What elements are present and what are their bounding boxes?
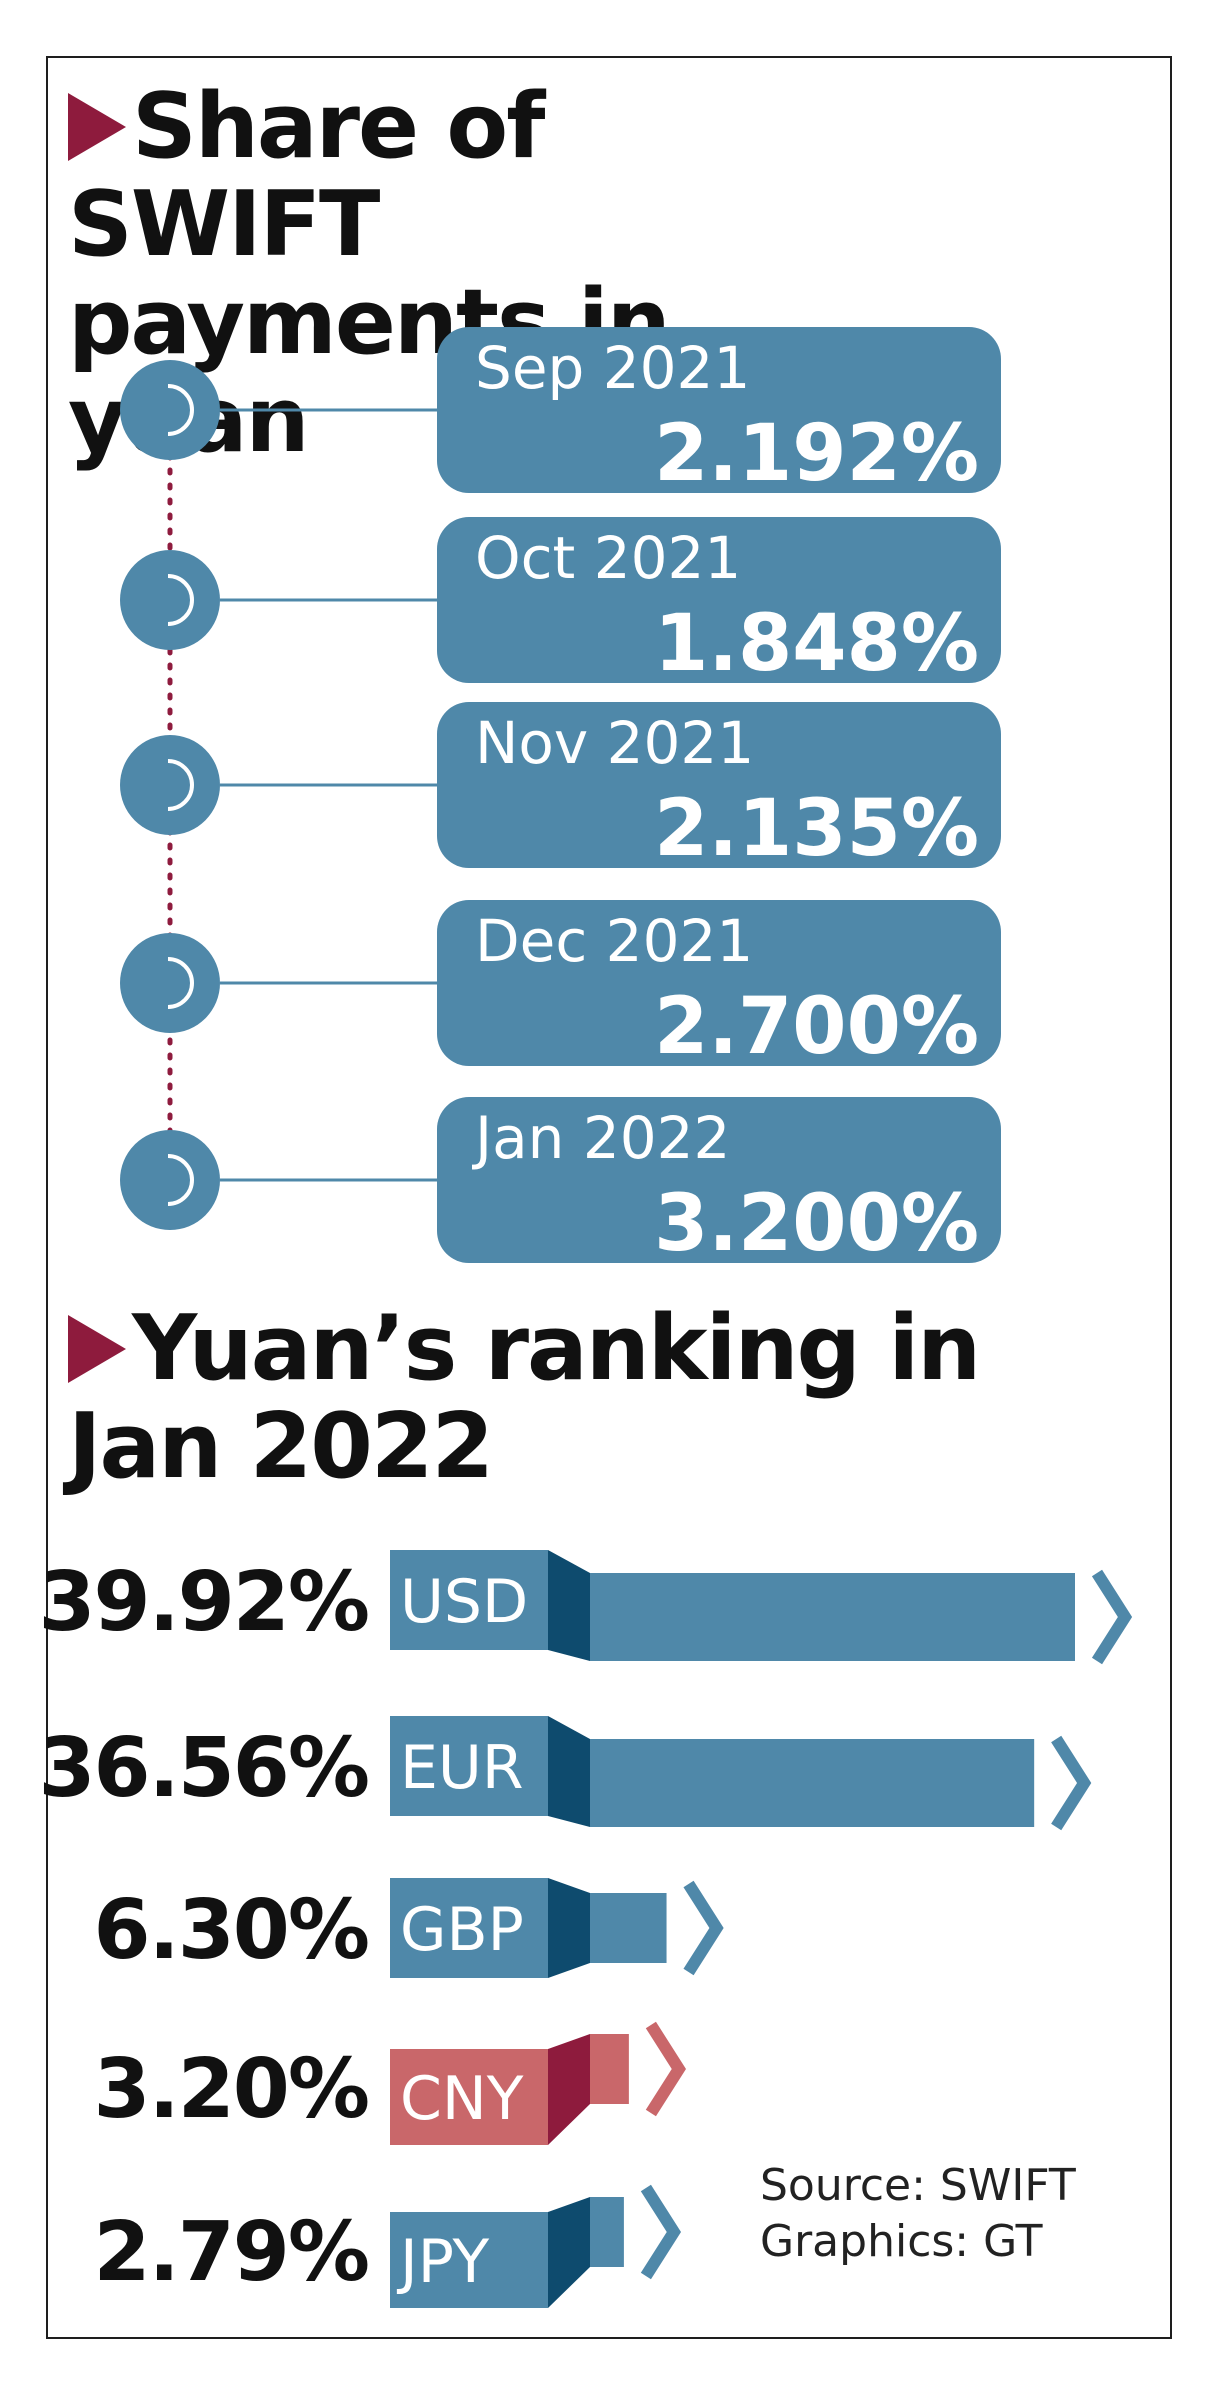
chart-title-share: Share of SWIFT payments in yuan [68, 78, 828, 470]
node-arc-icon [167, 574, 194, 626]
chevron-right-icon [1091, 1569, 1133, 1665]
flag-shoulder [548, 2197, 590, 2308]
chart-frame [46, 56, 1172, 2339]
timeline-chart: Sep 2021 2.192% Oct 2021 1.848% Nov 2021 2.13… [120, 327, 1001, 1269]
month-label: Dec 2021 [475, 907, 753, 975]
percent-label: 6.30% [94, 1883, 368, 1978]
percent-label: 36.56% [38, 1721, 368, 1816]
node-arc-icon [167, 384, 194, 436]
value-label: 2.192% [654, 409, 979, 499]
bar-gbp [590, 1893, 667, 1963]
value-label: 2.135% [654, 784, 979, 874]
node-arc-icon [167, 1154, 194, 1206]
node-arc-icon [167, 759, 194, 811]
month-label: Jan 2022 [472, 1104, 730, 1172]
percent-label: 3.20% [94, 2042, 368, 2137]
chart-title-ranking: Yuan’s ranking in Jan 2022 [68, 1300, 1128, 1496]
value-box [437, 900, 1001, 1066]
chart-title-share-text: Share of SWIFT payments in yuan [68, 74, 671, 470]
currency-label: USD [400, 1567, 528, 1637]
bar-eur [590, 1739, 1035, 1827]
value-box [437, 517, 1001, 683]
chevron-right-icon [683, 1880, 724, 1976]
chevron-right-icon [640, 2184, 682, 2280]
triangle-marker-icon [68, 1315, 126, 1383]
month-label: Oct 2021 [475, 524, 741, 592]
node-arc-icon [167, 957, 194, 1009]
flag-shoulder [548, 1716, 590, 1827]
value-label: 1.848% [654, 599, 979, 689]
timeline-node [120, 1130, 220, 1230]
percent-label: 2.79% [94, 2205, 368, 2300]
flag-shoulder [548, 1550, 590, 1661]
value-box [437, 702, 1001, 868]
currency-label: GBP [400, 1895, 524, 1965]
timeline-node [120, 735, 220, 835]
currency-label: CNY [400, 2064, 524, 2134]
month-label: Nov 2021 [475, 709, 754, 777]
value-box [437, 1097, 1001, 1263]
currency-flag [390, 2212, 548, 2308]
source-text: Source: SWIFT [760, 2160, 1076, 2211]
graphics-credit: Graphics: GT [760, 2216, 1043, 2267]
flag-shoulder [548, 1878, 590, 1978]
chevron-right-icon [645, 2021, 686, 2117]
currency-label: EUR [400, 1733, 524, 1803]
source-note: Source: SWIFT Graphics: GT [760, 2158, 1076, 2270]
chevron-right-icon [1051, 1735, 1092, 1831]
currency-flag [390, 1878, 548, 1978]
currency-flag [390, 1550, 548, 1650]
timeline-node [120, 550, 220, 650]
bar-usd [590, 1573, 1075, 1661]
bar-jpy [590, 2197, 624, 2267]
chart-title-ranking-text: Yuan’s ranking in Jan 2022 [68, 1296, 981, 1499]
currency-flag [390, 2049, 548, 2145]
currency-flag [390, 1716, 548, 1816]
triangle-marker-icon [68, 93, 126, 161]
month-label: Sep 2021 [475, 334, 750, 402]
percent-label: 39.92% [38, 1555, 368, 1650]
timeline-node [120, 360, 220, 460]
value-label: 3.200% [654, 1179, 979, 1269]
bar-cny [590, 2034, 629, 2104]
value-label: 2.700% [654, 982, 979, 1072]
currency-label: JPY [396, 2227, 490, 2297]
value-box [437, 327, 1001, 493]
timeline-node [120, 933, 220, 1033]
flag-shoulder [548, 2034, 590, 2145]
